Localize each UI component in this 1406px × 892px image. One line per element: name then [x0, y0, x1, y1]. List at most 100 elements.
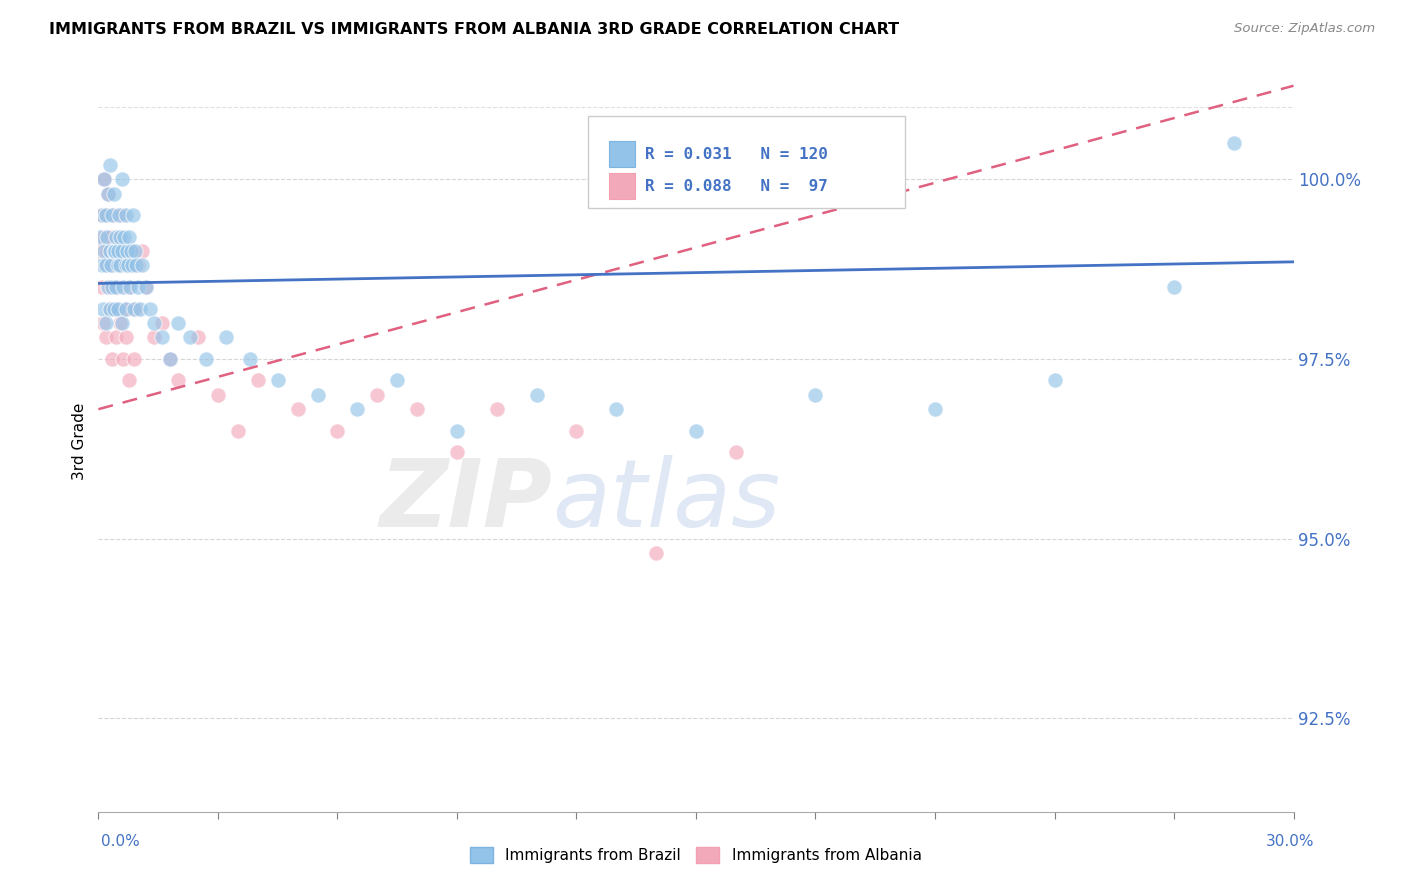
Point: [104, 301, 127, 316]
Point: [107, 280, 129, 294]
Point: [110, 229, 132, 244]
Point: [101, 351, 124, 366]
Point: [121, 244, 143, 258]
Point: [1163, 280, 1185, 294]
Point: [98, 244, 122, 258]
Point: [100, 229, 122, 244]
Point: [287, 402, 309, 417]
Point: [124, 244, 146, 258]
Point: [96, 330, 118, 344]
Point: [98, 158, 122, 172]
Point: [187, 330, 209, 344]
Point: [485, 402, 508, 417]
Point: [98, 301, 121, 316]
Point: [239, 351, 262, 366]
Text: ZIP: ZIP: [380, 455, 553, 547]
Text: 30.0%: 30.0%: [1267, 834, 1315, 848]
Point: [115, 244, 138, 258]
Point: [107, 259, 129, 273]
Point: [89, 229, 111, 244]
Point: [105, 330, 128, 344]
Point: [120, 259, 142, 273]
Point: [96, 316, 118, 330]
Point: [139, 301, 162, 316]
Point: [98, 280, 122, 294]
Point: [226, 424, 249, 438]
Point: [120, 280, 142, 294]
Point: [91, 301, 114, 316]
Point: [108, 208, 131, 222]
Point: [111, 244, 134, 258]
Point: [111, 259, 134, 273]
Point: [96, 244, 118, 258]
Point: [90, 259, 112, 273]
Point: [91, 208, 114, 222]
Point: [94, 259, 117, 273]
Point: [115, 208, 138, 222]
Point: [89, 244, 111, 258]
Point: [645, 546, 668, 560]
Text: 0.0%: 0.0%: [101, 834, 141, 848]
Point: [179, 330, 201, 344]
Point: [110, 259, 132, 273]
Point: [135, 280, 157, 294]
Point: [118, 374, 141, 388]
Legend: Immigrants from Brazil, Immigrants from Albania: Immigrants from Brazil, Immigrants from …: [464, 841, 928, 869]
Point: [93, 172, 115, 186]
Point: [111, 172, 134, 186]
Point: [924, 402, 946, 417]
Point: [135, 280, 157, 294]
Point: [112, 280, 135, 294]
Point: [114, 259, 136, 273]
Point: [605, 402, 627, 417]
Point: [150, 316, 173, 330]
Point: [115, 244, 138, 258]
Point: [685, 424, 707, 438]
Point: [98, 244, 122, 258]
Point: [326, 424, 349, 438]
Point: [90, 280, 112, 294]
Point: [131, 259, 153, 273]
Point: [107, 244, 129, 258]
Point: [97, 280, 120, 294]
Point: [1223, 136, 1246, 151]
Point: [207, 388, 229, 402]
Point: [446, 445, 468, 459]
Point: [1043, 374, 1066, 388]
Point: [125, 301, 148, 316]
Point: [108, 229, 131, 244]
Point: [105, 229, 128, 244]
Point: [117, 280, 139, 294]
Point: [97, 186, 120, 201]
Point: [267, 374, 290, 388]
Point: [127, 259, 149, 273]
Point: [104, 244, 127, 258]
FancyBboxPatch shape: [589, 116, 905, 209]
Point: [129, 301, 152, 316]
Point: [96, 208, 118, 222]
Point: [120, 244, 142, 258]
Point: [215, 330, 238, 344]
Point: [406, 402, 429, 417]
Point: [125, 259, 148, 273]
Point: [97, 280, 120, 294]
Point: [246, 374, 269, 388]
Point: [91, 208, 114, 222]
Point: [93, 244, 115, 258]
Point: [101, 208, 124, 222]
Point: [100, 259, 122, 273]
Text: R = 0.088   N =  97: R = 0.088 N = 97: [644, 178, 828, 194]
Point: [131, 244, 153, 258]
Point: [91, 316, 114, 330]
Point: [385, 374, 409, 388]
Point: [446, 424, 468, 438]
Point: [96, 229, 118, 244]
Point: [307, 388, 329, 402]
Point: [346, 402, 368, 417]
Point: [97, 186, 120, 201]
Text: Source: ZipAtlas.com: Source: ZipAtlas.com: [1234, 22, 1375, 36]
Point: [167, 316, 190, 330]
Point: [103, 186, 125, 201]
Point: [124, 301, 146, 316]
Point: [118, 229, 141, 244]
